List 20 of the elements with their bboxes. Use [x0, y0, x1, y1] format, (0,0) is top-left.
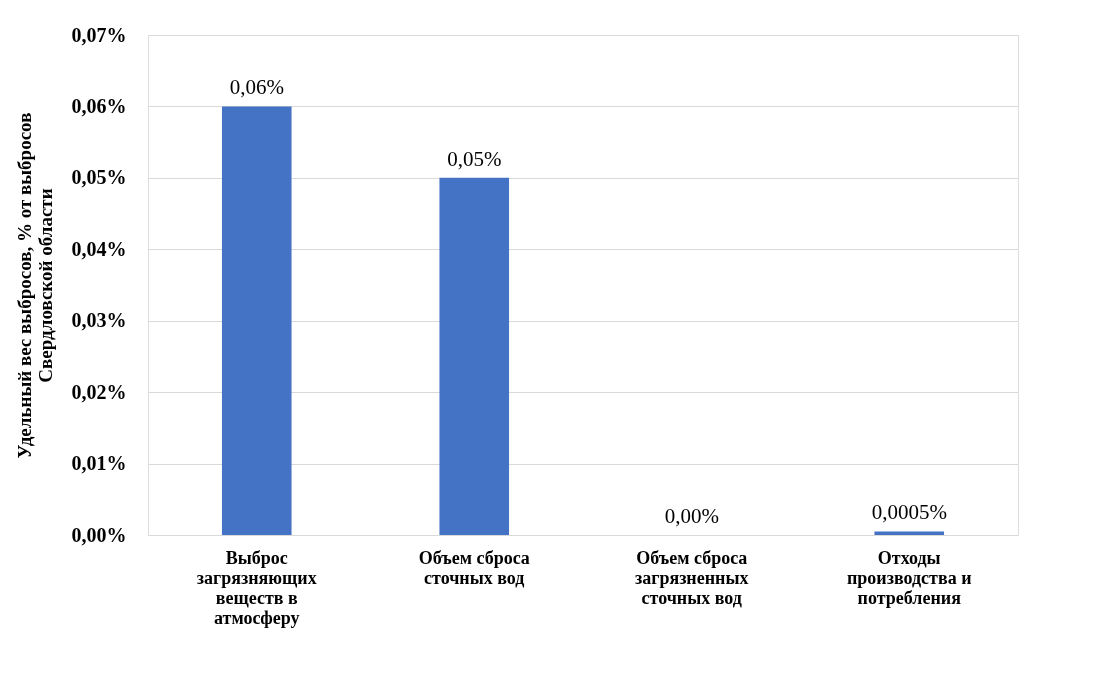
data-label: 0,05%: [447, 146, 502, 171]
y-tick-label: 0,07%: [71, 23, 127, 46]
y-tick-label: 0,05%: [71, 166, 127, 189]
y-tick-label: 0,04%: [71, 237, 127, 260]
y-tick-label: 0,06%: [71, 94, 127, 117]
data-label: 0,0005%: [871, 500, 947, 525]
y-tick-label: 0,00%: [71, 523, 127, 546]
y-tick-label: 0,02%: [71, 380, 127, 403]
y-tick-label: 0,03%: [71, 309, 127, 332]
y-axis-title: Удельный вес выбросов, % от выбросов Свердловской области: [13, 112, 56, 459]
y-tick-label: 0,01%: [71, 452, 127, 475]
data-label: 0,06%: [229, 75, 284, 100]
bar: [221, 106, 292, 535]
x-tick-label: Объем сброса загрязненных сточных вод: [634, 547, 749, 608]
data-label: 0,00%: [664, 504, 719, 528]
x-tick-label: Отходы производства и потребления: [846, 547, 972, 608]
x-tick-label: Выброс загрязняющих веществ в атмосферу: [196, 547, 317, 628]
bar: [439, 177, 510, 535]
bar: [874, 531, 945, 535]
x-tick-label: Объем сброса сточных вод: [418, 547, 530, 588]
